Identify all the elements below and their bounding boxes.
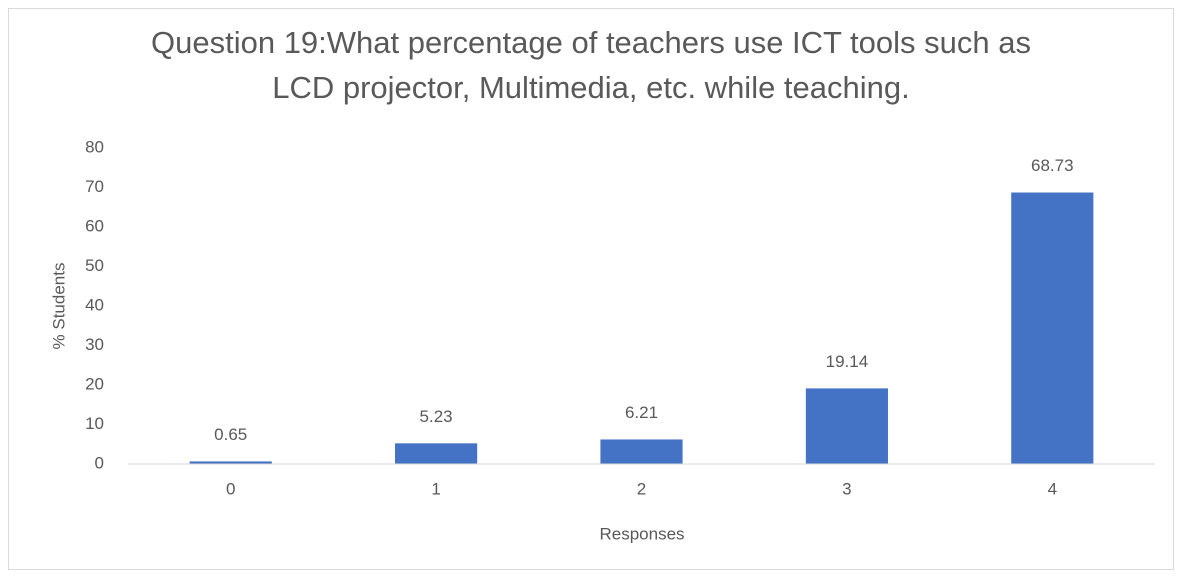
x-tick-label: 2 [637, 479, 646, 498]
x-tick-label: 1 [431, 479, 440, 498]
x-tick-label: 4 [1048, 479, 1057, 498]
chart-border [8, 8, 1174, 570]
x-tick-label: 3 [842, 479, 851, 498]
y-tick-label: 20 [85, 374, 104, 393]
y-tick-label: 70 [85, 177, 104, 196]
bar [395, 443, 478, 464]
y-tick-label: 40 [85, 295, 104, 314]
chart-title: Question 19:What percentage of teachers … [151, 25, 1031, 105]
bar [600, 439, 683, 464]
y-tick-label: 30 [85, 335, 104, 354]
x-tick-label: 0 [226, 479, 235, 498]
data-label: 0.65 [214, 425, 247, 444]
y-tick-label: 60 [85, 216, 104, 235]
y-tick-label: 0 [95, 453, 104, 472]
x-axis-label: Responses [599, 524, 684, 543]
y-tick-label: 50 [85, 256, 104, 275]
data-label: 19.14 [826, 352, 869, 371]
y-tick-label: 10 [85, 414, 104, 433]
bar [1011, 192, 1094, 465]
data-label: 68.73 [1031, 156, 1074, 175]
bar [189, 461, 272, 464]
data-label: 6.21 [625, 403, 658, 422]
y-axis-label: % Students [49, 263, 68, 350]
bar [805, 388, 888, 464]
data-label: 5.23 [420, 407, 453, 426]
y-tick-label: 80 [85, 137, 104, 156]
